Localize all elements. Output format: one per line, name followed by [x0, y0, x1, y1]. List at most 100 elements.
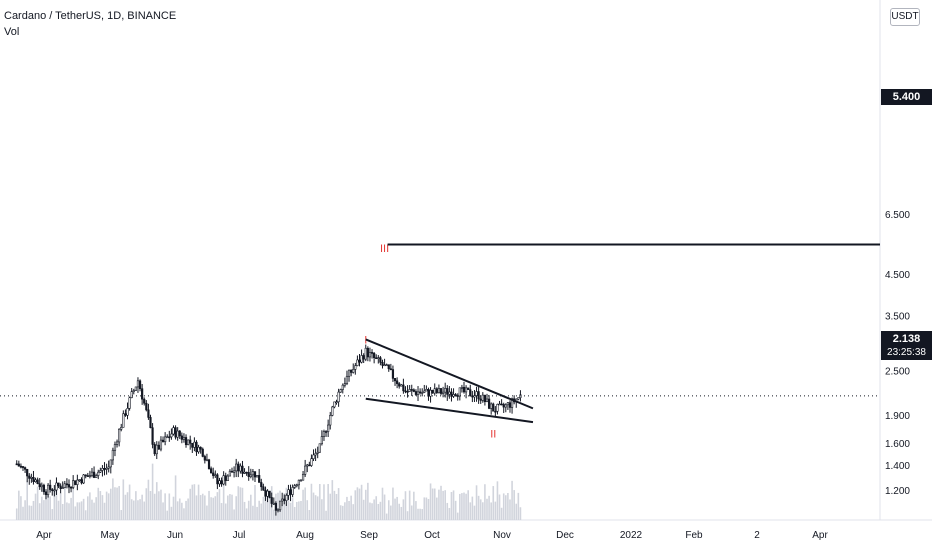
volume-bar	[15, 508, 18, 520]
candle-body	[433, 388, 436, 394]
candle-body	[437, 388, 441, 393]
candle-body	[191, 442, 194, 448]
volume-bar	[59, 492, 62, 520]
trendline[interactable]	[365, 338, 534, 410]
volume-bar	[99, 491, 102, 520]
candle-body	[69, 486, 73, 489]
volume-bar	[252, 505, 254, 520]
volume-bar	[187, 498, 189, 520]
volume-bar	[241, 487, 244, 520]
volume-bar	[429, 483, 432, 520]
candle-body	[78, 479, 81, 481]
trendline[interactable]	[365, 397, 534, 424]
candle-body	[44, 491, 48, 496]
candle-body	[268, 490, 271, 498]
candle-body	[339, 389, 342, 393]
candle-body	[456, 395, 459, 397]
candle-body	[398, 383, 401, 387]
volume-bar	[47, 485, 49, 520]
volume-bar	[360, 484, 363, 520]
volume-bar	[112, 478, 114, 520]
volume-bar	[463, 492, 465, 520]
volume-bar	[484, 484, 486, 520]
volume-bar	[344, 502, 346, 520]
candle-body	[176, 430, 179, 438]
x-tick-label: Sep	[360, 530, 378, 541]
candle-body	[358, 359, 361, 363]
volume-bar	[440, 485, 442, 520]
candle-body	[95, 475, 98, 478]
volume-bar	[507, 492, 509, 520]
candle-body	[124, 413, 127, 416]
volume-bar	[132, 500, 135, 520]
volume-bar	[392, 487, 394, 520]
volume-bar	[204, 495, 206, 520]
candle-body	[17, 463, 20, 467]
volume-bar	[304, 487, 306, 520]
candle-body	[337, 391, 340, 403]
candle-body	[262, 486, 265, 491]
candle-body	[115, 441, 119, 445]
currency-button[interactable]: USDT	[890, 8, 920, 26]
x-tick-label: May	[101, 530, 120, 541]
candle-body	[226, 475, 229, 481]
candle-body	[105, 467, 108, 470]
candle-body	[199, 446, 202, 450]
last-price-label: 2.138	[881, 331, 932, 347]
candle-body	[306, 464, 309, 467]
candle-body	[274, 502, 278, 511]
candle-body	[283, 498, 286, 501]
candle-body	[460, 386, 464, 389]
volume-bar	[375, 496, 378, 520]
volume-bar	[128, 484, 131, 520]
x-tick-label: Jul	[233, 530, 246, 541]
x-tick-label: Oct	[424, 530, 440, 541]
volume-bar	[201, 493, 204, 520]
candle-body	[233, 470, 236, 473]
candle-body	[49, 484, 52, 490]
volume-bar	[195, 495, 198, 520]
volume-bar	[61, 504, 64, 520]
volume-bar	[91, 499, 93, 520]
volume-bar	[34, 493, 37, 520]
candle-body	[276, 509, 280, 512]
candle-body	[187, 439, 190, 446]
candle-body	[304, 465, 307, 475]
candle-body	[324, 431, 328, 433]
candle-body	[99, 470, 102, 473]
candle-body	[203, 456, 206, 461]
volume-bar	[95, 497, 97, 520]
volume-bar	[310, 483, 313, 520]
volume-bar	[105, 491, 108, 520]
candle-body	[207, 459, 211, 469]
candle-body	[462, 386, 466, 393]
candle-body	[370, 352, 374, 354]
candle-body	[82, 474, 85, 484]
volume-bar	[116, 487, 118, 520]
candle-body	[318, 443, 321, 453]
volume-bar	[101, 495, 104, 520]
volume-bar	[124, 494, 127, 520]
volume-bar	[367, 482, 369, 520]
candle-body	[220, 480, 223, 485]
volume-bar	[147, 479, 150, 520]
candle-body	[366, 347, 369, 358]
candle-body	[494, 410, 497, 413]
volume-bar	[385, 513, 388, 520]
volume-bar	[141, 494, 143, 520]
volume-bar	[438, 489, 440, 520]
volume-bar	[477, 495, 480, 520]
wave-label: III	[380, 243, 389, 255]
volume-bar	[87, 496, 89, 520]
volume-bar	[410, 505, 413, 520]
volume-bar	[214, 496, 217, 520]
candle-body	[63, 483, 66, 488]
volume-bar	[30, 505, 33, 520]
volume-bar	[490, 502, 492, 520]
volume-bar	[356, 487, 359, 520]
wave-label: II	[490, 428, 496, 440]
volume-bar	[178, 498, 181, 520]
candle-body	[496, 404, 499, 412]
